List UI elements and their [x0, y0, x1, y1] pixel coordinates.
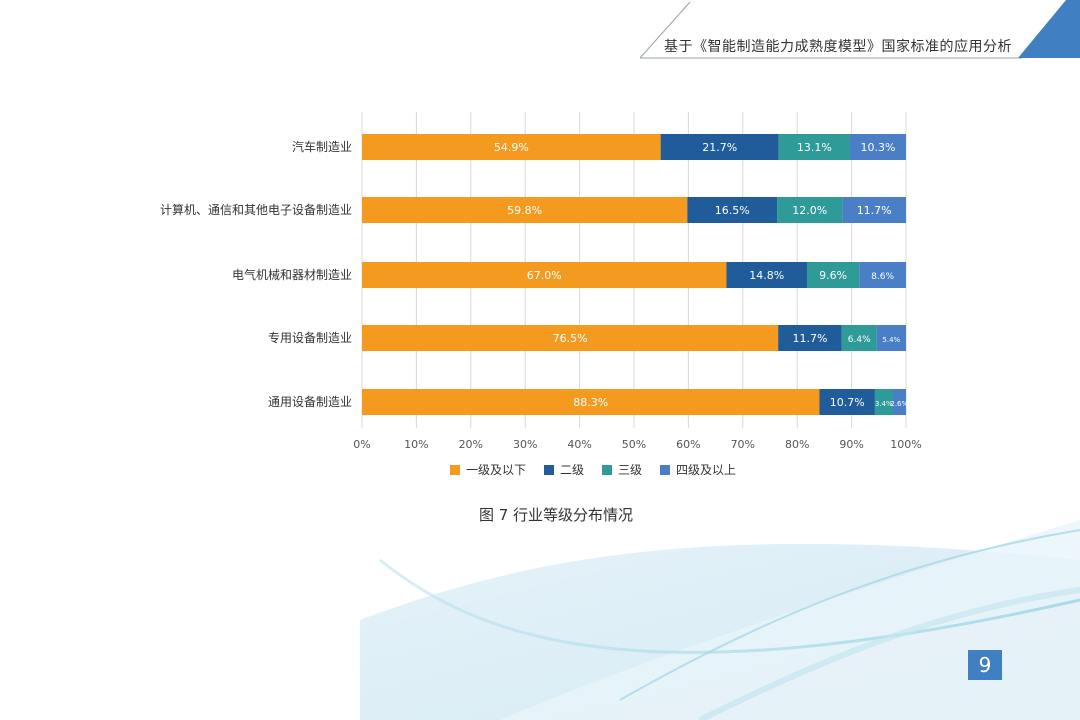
bar-segment: [876, 325, 906, 351]
data-label: 12.0%: [792, 204, 827, 217]
data-label: 9.6%: [819, 269, 847, 282]
bar-segment: [660, 134, 779, 160]
bar-segment: [726, 262, 807, 288]
header-triangle: [1018, 0, 1080, 58]
x-tick-label: 30%: [513, 438, 537, 451]
bar-segment: [362, 262, 727, 288]
data-label: 13.1%: [797, 141, 832, 154]
category-label: 电气机械和器材制造业: [232, 267, 352, 282]
legend-label: 三级: [618, 463, 642, 477]
legend-swatch: [602, 465, 612, 475]
x-tick-label: 70%: [731, 438, 755, 451]
bar-segment: [687, 197, 778, 223]
page-number: 9: [968, 650, 1002, 680]
bar-segment: [362, 325, 779, 351]
stacked-bar-chart: 0% 10% 20% 30% 40% 50% 60% 70% 80% 90% 100% 汽车制造业计算…: [160, 112, 922, 477]
x-tick-label: 100%: [890, 438, 921, 451]
data-label: 10.7%: [830, 396, 865, 409]
data-label: 11.7%: [793, 332, 828, 345]
wave-shape-2: [500, 520, 1080, 720]
x-tick-label: 60%: [676, 438, 700, 451]
bar-segment: [859, 262, 906, 288]
data-label: 54.9%: [494, 141, 529, 154]
data-label: 8.6%: [871, 272, 894, 282]
category-label: 汽车制造业: [292, 139, 352, 154]
wave-line-2: [619, 529, 1080, 701]
bar-segment: [874, 389, 893, 415]
bar-segment: [362, 389, 820, 415]
bar-segment: [778, 325, 842, 351]
x-tick-label: 50%: [622, 438, 646, 451]
data-label: 16.5%: [715, 204, 750, 217]
data-label: 67.0%: [527, 269, 562, 282]
header-title: 基于《智能制造能力成熟度模型》国家标准的应用分析: [664, 39, 1012, 55]
wave-line-3: [698, 587, 1080, 720]
bar-segment: [819, 389, 875, 415]
bar-segment: [892, 389, 906, 415]
category-label: 通用设备制造业: [268, 395, 352, 409]
bar-segment: [841, 325, 877, 351]
category-label: 专用设备制造业: [268, 330, 352, 345]
data-label: 3.4%: [875, 400, 893, 408]
x-tick-label: 0%: [353, 438, 370, 451]
legend-swatch: [660, 465, 670, 475]
bar-segment: [842, 197, 906, 223]
data-label: 6.4%: [848, 335, 871, 345]
bar-segment: [806, 262, 860, 288]
legend-swatch: [450, 465, 460, 475]
bar-segment: [777, 197, 843, 223]
header-rule: [639, 1, 691, 59]
bar-segment: [362, 134, 661, 160]
data-label: 11.7%: [857, 204, 892, 217]
data-label: 14.8%: [749, 269, 784, 282]
data-label: 5.4%: [882, 336, 900, 344]
bar-segment: [849, 134, 906, 160]
data-label: 59.8%: [507, 204, 542, 217]
x-tick-label: 20%: [459, 438, 483, 451]
x-tick-label: 10%: [404, 438, 428, 451]
x-tick-label: 90%: [839, 438, 863, 451]
data-label: 76.5%: [553, 332, 588, 345]
x-tick-label: 80%: [785, 438, 809, 451]
legend-label: 四级及以上: [676, 463, 736, 477]
legend-label: 一级及以下: [466, 463, 526, 477]
data-label: 10.3%: [861, 141, 896, 154]
x-tick-label: 40%: [567, 438, 591, 451]
bar-segment: [362, 197, 688, 223]
figure-caption: 图 7 行业等级分布情况: [478, 506, 634, 524]
data-label: 21.7%: [702, 141, 737, 154]
category-label: 计算机、通信和其他电子设备制造业: [160, 202, 352, 217]
legend-label: 二级: [560, 463, 584, 477]
data-label: 2.6%: [890, 400, 908, 408]
bar-segment: [778, 134, 850, 160]
legend-swatch: [544, 465, 554, 475]
data-label: 88.3%: [573, 396, 608, 409]
